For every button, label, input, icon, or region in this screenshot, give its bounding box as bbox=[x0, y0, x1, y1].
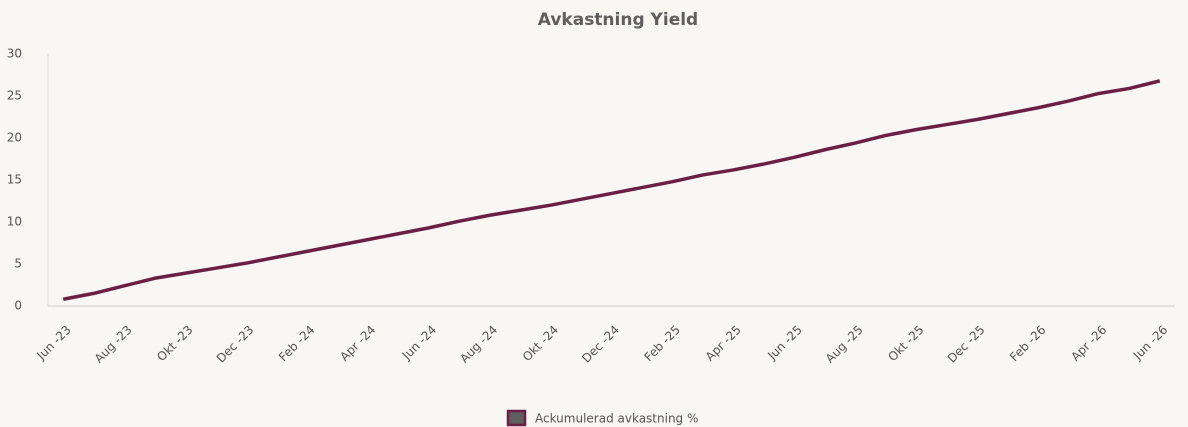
legend-label: Ackumulerad avkastning % bbox=[535, 412, 698, 426]
y-tick-label: 30 bbox=[7, 47, 22, 61]
x-tick-label: Jun -23 bbox=[33, 323, 73, 363]
x-tick-label: Feb -25 bbox=[642, 323, 683, 364]
y-tick-label: 10 bbox=[7, 215, 22, 229]
x-tick-label: Aug -25 bbox=[823, 323, 866, 366]
chart-title: Avkastning Yield bbox=[538, 10, 698, 30]
x-tick-label: Apr -26 bbox=[1068, 323, 1109, 364]
x-tick-label: Aug -24 bbox=[457, 323, 500, 366]
x-tick-label: Jun -24 bbox=[399, 323, 439, 363]
legend-swatch bbox=[506, 409, 527, 427]
x-tick-label: Dec -23 bbox=[214, 323, 257, 366]
x-tick-label: Jun -26 bbox=[1130, 323, 1170, 363]
x-tick-label: Dec -25 bbox=[945, 323, 988, 366]
x-tick-label: Feb -24 bbox=[276, 323, 317, 364]
y-tick-label: 15 bbox=[7, 173, 22, 187]
y-tick-label: 0 bbox=[14, 299, 22, 313]
x-tick-label: Aug -23 bbox=[92, 323, 135, 366]
x-tick-label: Okt -25 bbox=[885, 323, 926, 364]
line bbox=[62, 79, 1161, 301]
x-tick-label: Apr -25 bbox=[703, 323, 744, 364]
x-tick-label: Apr -24 bbox=[337, 323, 378, 364]
y-tick-label: 25 bbox=[7, 89, 22, 103]
x-tick-label: Jun -25 bbox=[764, 323, 804, 363]
y-tick-label: 5 bbox=[14, 257, 22, 271]
y-tick-label: 20 bbox=[7, 131, 22, 145]
x-tick-label: Okt -23 bbox=[154, 323, 195, 364]
x-tick-label: Feb -26 bbox=[1007, 323, 1048, 364]
x-tick-label: Okt -24 bbox=[520, 323, 561, 364]
x-tick-label: Dec -24 bbox=[579, 323, 622, 366]
